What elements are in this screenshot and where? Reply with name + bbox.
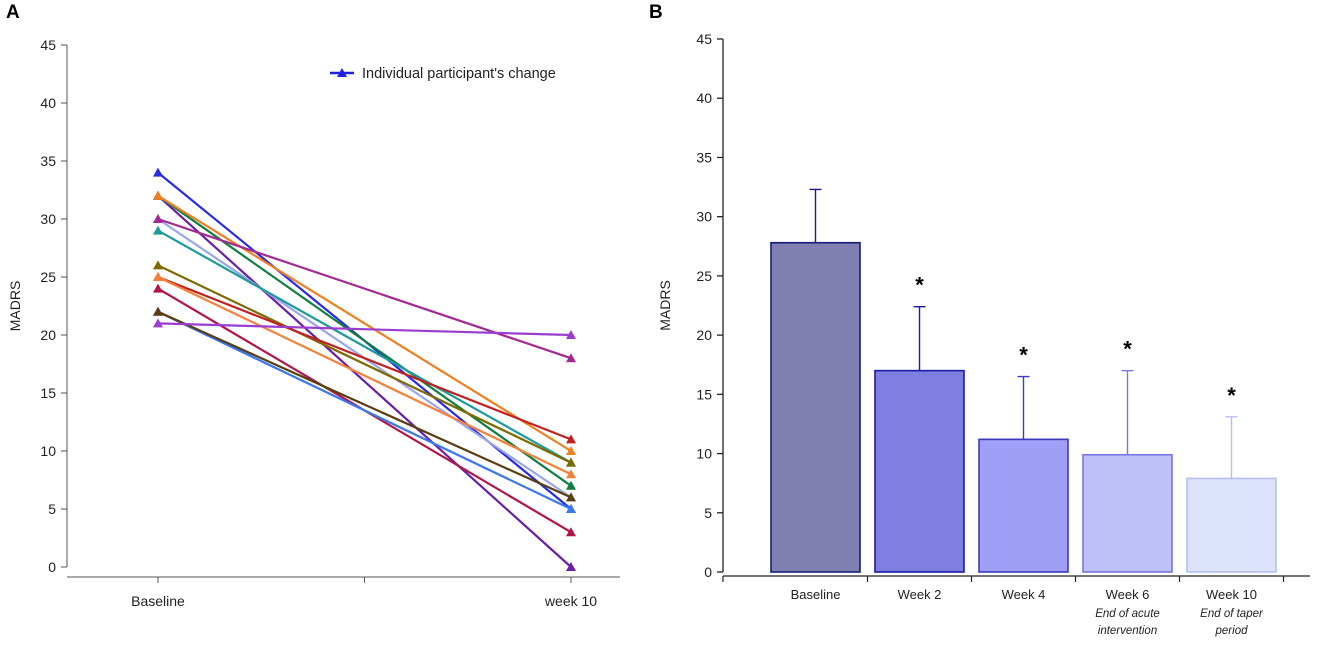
series-line bbox=[157, 310, 572, 499]
bar-group: * bbox=[1186, 383, 1277, 573]
significance-marker: * bbox=[1227, 383, 1236, 408]
y-tick-label: 25 bbox=[40, 269, 56, 285]
data-point bbox=[153, 167, 163, 177]
series-line bbox=[157, 322, 572, 337]
bar bbox=[874, 369, 965, 573]
data-point bbox=[153, 306, 163, 316]
y-tick-label: 10 bbox=[40, 443, 56, 459]
series-line bbox=[157, 264, 572, 464]
series-line bbox=[157, 217, 572, 360]
bar-chart: 0 5 10 15 20 25 30 35 40 45 MADRS Baseline * Week 2 * W… bbox=[657, 31, 1310, 637]
data-point bbox=[153, 190, 163, 200]
series-line bbox=[157, 276, 572, 476]
bar bbox=[770, 241, 861, 573]
series-P4 bbox=[153, 190, 576, 455]
data-point bbox=[153, 260, 163, 270]
panel-b: B 0 5 10 15 20 25 30 35 40 45 MADRS Baseline * Week 2… bbox=[645, 0, 1325, 649]
data-point bbox=[566, 504, 576, 513]
series-P8 bbox=[153, 260, 576, 467]
y-tick-label: 40 bbox=[696, 90, 712, 106]
data-point bbox=[153, 225, 163, 235]
y-tick-label: 35 bbox=[40, 153, 56, 169]
line-chart: 0 5 10 15 20 25 30 35 40 45 Baseline week 10 MADRS In… bbox=[7, 37, 620, 609]
y-tick-label: 0 bbox=[704, 564, 712, 580]
y-axis-label: MADRS bbox=[657, 280, 673, 331]
y-tick-label: 5 bbox=[704, 505, 712, 521]
series-P10 bbox=[153, 272, 576, 479]
bar-group bbox=[770, 188, 861, 573]
bar-group: * bbox=[978, 343, 1069, 573]
data-point bbox=[566, 353, 576, 363]
bar bbox=[1186, 477, 1277, 573]
panel-a: A 0 5 10 15 20 25 30 35 40 45 Baseline week 10 MADRS… bbox=[0, 0, 640, 649]
bar-group: * bbox=[1082, 337, 1173, 573]
y-tick-label: 30 bbox=[40, 211, 56, 227]
x-tick-label: Week 6 bbox=[1106, 587, 1150, 602]
panel-label: B bbox=[649, 2, 663, 23]
series-P14 bbox=[153, 318, 576, 339]
series-line bbox=[157, 275, 572, 441]
y-tick-label: 45 bbox=[696, 31, 712, 47]
y-tick-label: 5 bbox=[48, 501, 56, 517]
x-tick-label: Week 2 bbox=[898, 587, 942, 602]
data-point bbox=[566, 330, 576, 339]
significance-marker: * bbox=[1019, 343, 1028, 368]
x-tick-label: Week 4 bbox=[1002, 587, 1046, 602]
data-point bbox=[153, 283, 163, 293]
y-tick-label: 20 bbox=[40, 327, 56, 343]
series-line bbox=[157, 229, 572, 464]
y-tick-label: 0 bbox=[48, 559, 56, 575]
series-P6 bbox=[153, 214, 576, 363]
y-tick-label: 25 bbox=[696, 268, 712, 284]
data-point bbox=[153, 272, 163, 281]
significance-marker: * bbox=[915, 273, 924, 298]
y-tick-label: 20 bbox=[696, 327, 712, 343]
data-point bbox=[566, 492, 576, 502]
y-tick-label: 40 bbox=[40, 95, 56, 111]
data-point bbox=[566, 469, 576, 479]
y-axis-label: MADRS bbox=[7, 281, 23, 332]
series-P2 bbox=[153, 190, 576, 571]
data-point bbox=[566, 434, 576, 444]
y-tick-label: 30 bbox=[696, 209, 712, 225]
bar bbox=[1082, 453, 1173, 573]
legend-label: Individual participant's change bbox=[362, 66, 556, 82]
x-tick-label: Week 10 bbox=[1206, 587, 1257, 602]
series-line bbox=[157, 194, 572, 487]
y-tick-label: 45 bbox=[40, 37, 56, 53]
series-line bbox=[157, 194, 572, 452]
data-point bbox=[566, 527, 576, 537]
series-P9 bbox=[153, 272, 576, 444]
data-point bbox=[566, 480, 576, 490]
x-sublabel: period bbox=[1215, 625, 1249, 637]
y-tick-label: 15 bbox=[40, 385, 56, 401]
significance-marker: * bbox=[1123, 337, 1132, 362]
legend-marker bbox=[337, 68, 347, 77]
series-P13 bbox=[153, 306, 576, 502]
y-tick-label: 35 bbox=[696, 149, 712, 165]
panel-label: A bbox=[6, 2, 20, 23]
x-tick-label: week 10 bbox=[544, 593, 597, 609]
x-sublabel: End of acute bbox=[1095, 608, 1160, 620]
series-line bbox=[157, 194, 572, 568]
data-point bbox=[566, 562, 576, 571]
x-tick-label: Baseline bbox=[131, 593, 185, 609]
x-sublabel: End of taper bbox=[1200, 608, 1264, 620]
series-line bbox=[157, 310, 572, 510]
data-point bbox=[153, 318, 163, 328]
data-point bbox=[566, 457, 576, 467]
bar-group: * bbox=[874, 273, 965, 573]
bar bbox=[978, 438, 1069, 573]
x-sublabel: intervention bbox=[1098, 625, 1157, 637]
y-tick-label: 15 bbox=[696, 386, 712, 402]
y-tick-label: 10 bbox=[696, 446, 712, 462]
series-P7 bbox=[153, 225, 576, 467]
data-point bbox=[566, 446, 576, 455]
data-point bbox=[153, 214, 163, 223]
legend: Individual participant's change bbox=[330, 66, 556, 82]
x-tick-label: Baseline bbox=[791, 587, 841, 602]
